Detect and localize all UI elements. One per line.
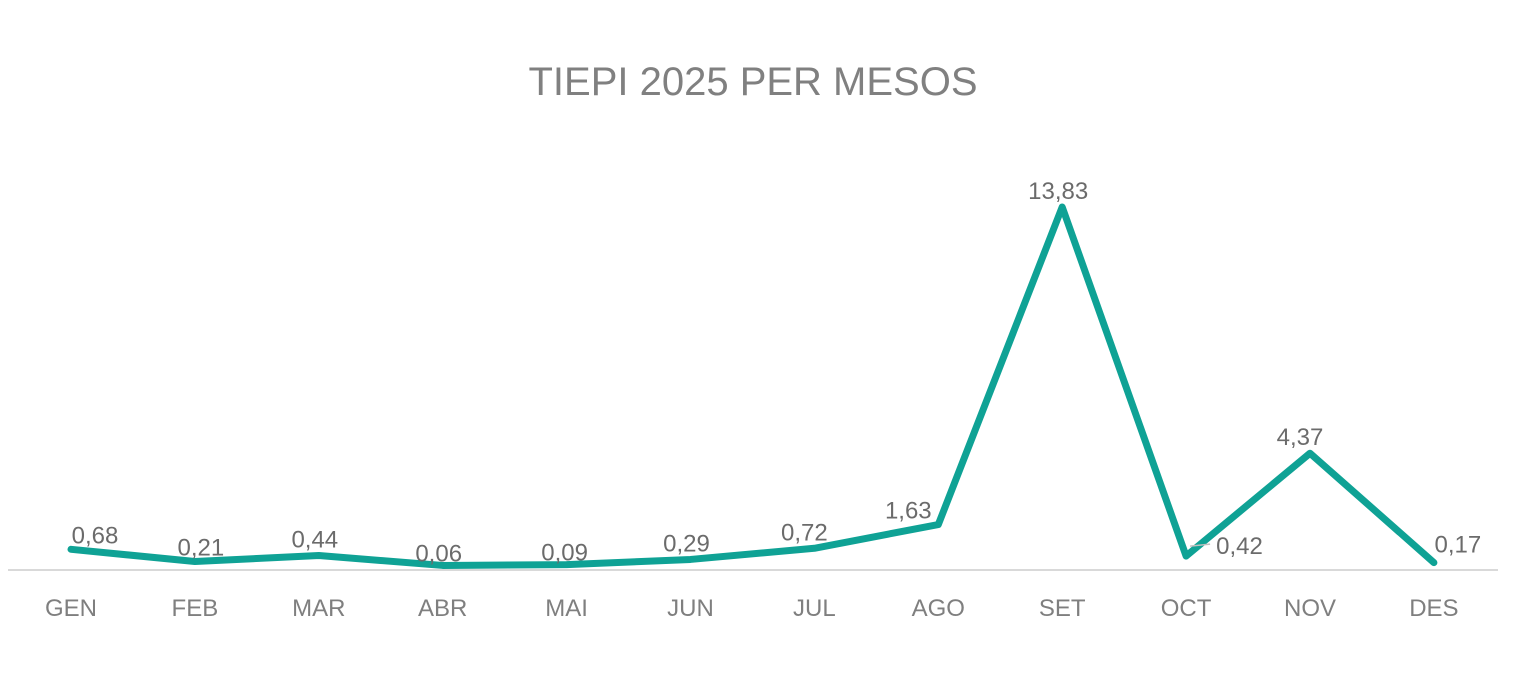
data-point — [191, 558, 198, 565]
data-point — [1059, 204, 1066, 210]
data-point — [563, 561, 570, 568]
data-label: 1,63 — [885, 498, 932, 525]
data-label: 0,72 — [781, 519, 828, 546]
x-tick-label: MAR — [292, 595, 345, 622]
x-tick-label: SET — [1039, 595, 1086, 622]
x-tick-label: MAI — [545, 595, 588, 622]
data-label: 0,44 — [291, 527, 338, 554]
data-point — [1307, 450, 1313, 457]
x-tick-label: DES — [1409, 595, 1458, 622]
data-label: 0,68 — [72, 522, 119, 549]
data-label: 0,42 — [1216, 533, 1263, 560]
series-layer — [67, 203, 1438, 569]
data-point — [1183, 553, 1190, 560]
x-tick-label: GEN — [45, 595, 97, 622]
x-tick-label: ABR — [418, 595, 467, 622]
data-label: 13,83 — [1028, 178, 1088, 205]
data-point — [811, 545, 818, 552]
data-point — [935, 521, 942, 528]
x-tick-label: AGO — [912, 595, 965, 622]
data-label: 0,29 — [663, 530, 710, 557]
data-label: 0,17 — [1435, 532, 1482, 559]
x-tick-label: JUL — [793, 595, 836, 622]
data-point — [1430, 559, 1437, 566]
series-line — [67, 203, 1438, 569]
x-axis-tick-labels: GEN FEB MAR ABR MAI JUN JUL AGO SET OCT NOV DES — [45, 595, 1459, 622]
x-tick-label: OCT — [1161, 595, 1212, 622]
x-tick-label: NOV — [1284, 595, 1336, 622]
data-point — [439, 562, 446, 569]
data-point — [687, 556, 694, 563]
data-label: 4,37 — [1277, 424, 1324, 451]
data-point — [315, 552, 322, 559]
x-tick-label: JUN — [667, 595, 714, 622]
data-label-layer: 0,68 0,21 0,44 0,06 0,09 0,29 0,72 1,63 13,83 0,4… — [72, 178, 1482, 567]
x-tick-label: FEB — [172, 595, 219, 622]
data-point — [68, 546, 74, 553]
data-label: 0,09 — [541, 540, 588, 567]
data-label: 0,21 — [178, 535, 225, 562]
data-label: 0,06 — [415, 540, 462, 567]
data-label-leader-line — [1190, 543, 1211, 547]
chart-title: TIEPI 2025 PER MESOS — [528, 60, 977, 104]
